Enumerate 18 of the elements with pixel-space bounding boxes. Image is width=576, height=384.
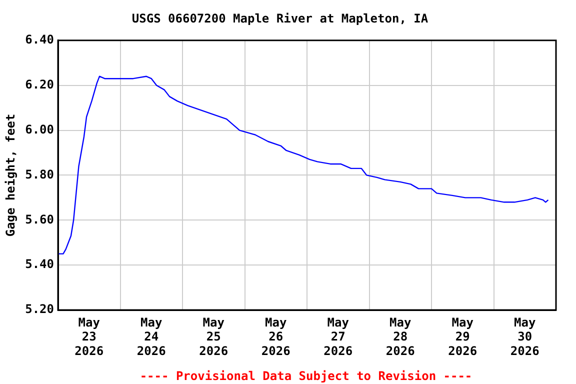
text: ---- Provisional Data Subject to Revision ---- — [140, 369, 472, 383]
x-tick-label: May 27 2026 — [324, 315, 353, 358]
y-tick-label: 6.20 — [25, 77, 54, 92]
y-axis-title: Gage height, feet — [3, 114, 18, 237]
y-tick-label: 5.20 — [25, 302, 54, 316]
x-tick-label: May 24 2026 — [136, 315, 166, 358]
x-tick-label: May 29 2026 — [448, 315, 478, 358]
y-tick-label: 6.00 — [25, 122, 54, 136]
x-tick-label: May 25 2026 — [199, 315, 228, 358]
x-tick-label: May 26 2026 — [261, 315, 290, 358]
y-tick-label: 5.40 — [25, 257, 54, 272]
y-tick-label: 6.40 — [25, 32, 54, 47]
x-tick-label: May 23 2026 — [74, 315, 104, 358]
y-tick-label: 5.80 — [25, 167, 54, 182]
x-tick-label: May 28 2026 — [386, 315, 415, 358]
x-tick-label: May 30 2026 — [510, 315, 540, 358]
chart-title: USGS 06607200 Maple River at Mapleton, IA — [132, 11, 429, 26]
y-tick-label: 5.60 — [25, 212, 54, 226]
